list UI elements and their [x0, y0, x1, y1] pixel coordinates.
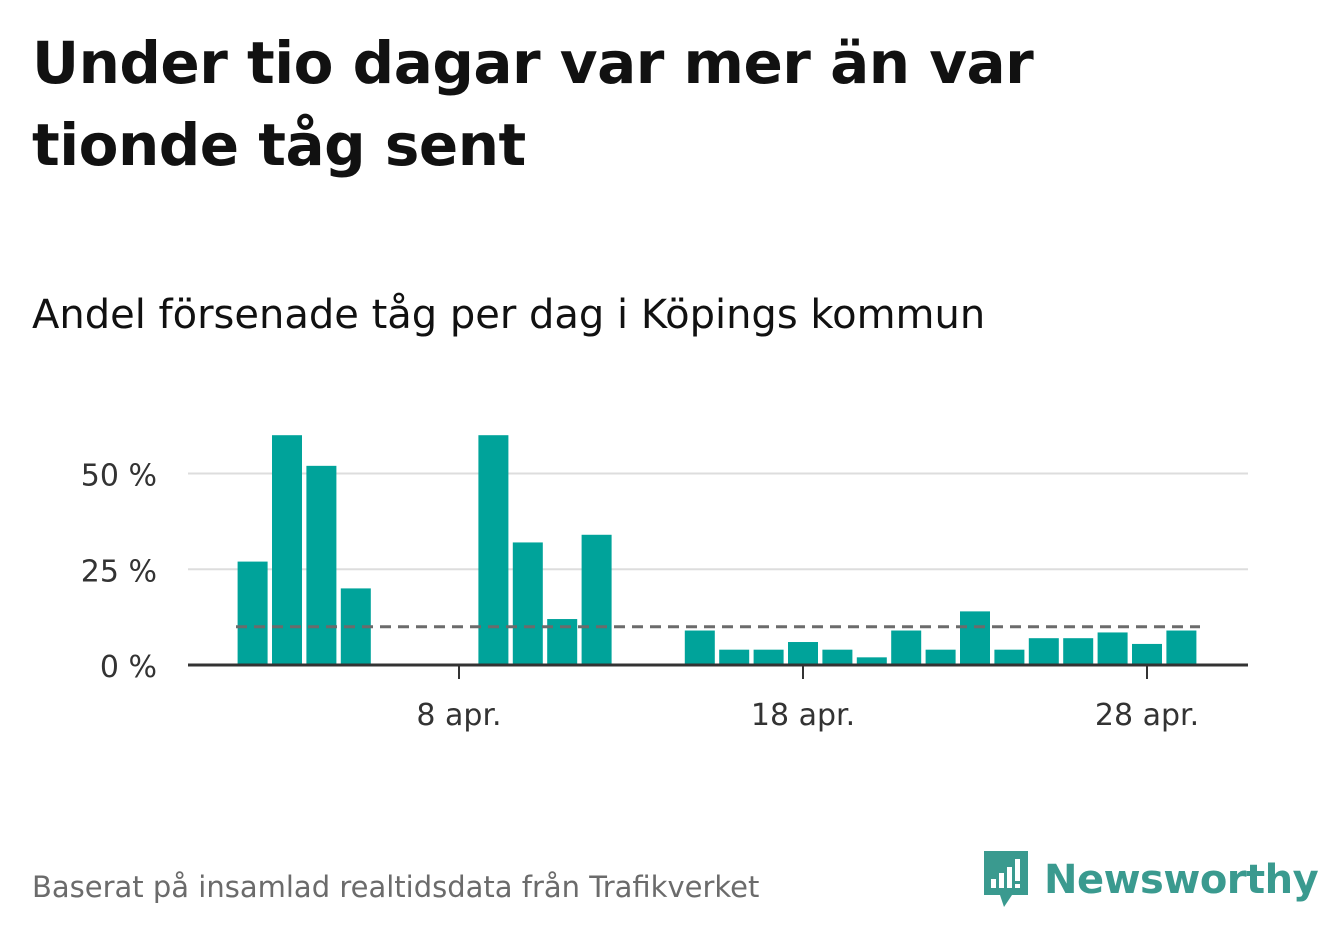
y-tick-label: 25 % — [81, 554, 157, 589]
bar-chart: 0 % 25 % 50 % 8 apr. 18 apr. 28 apr. — [81, 435, 1248, 733]
bar — [719, 649, 750, 665]
bar — [856, 657, 887, 665]
bar — [237, 561, 268, 665]
bar — [1097, 632, 1128, 665]
bar — [1063, 638, 1094, 665]
bar — [272, 435, 302, 665]
bar — [1132, 643, 1162, 665]
bar — [822, 649, 853, 665]
bar — [925, 649, 956, 665]
bar — [753, 649, 784, 665]
bar — [1166, 630, 1197, 665]
bar — [994, 649, 1025, 665]
bar — [960, 611, 990, 665]
bar — [1028, 638, 1059, 665]
x-tick-label: 28 apr. — [1095, 698, 1199, 733]
x-tick-label: 8 apr. — [416, 698, 501, 733]
bar — [478, 435, 509, 665]
brand-logo: Newsworthy — [980, 848, 1319, 912]
newsworthy-logo-icon — [984, 851, 1028, 907]
chart-subtitle: Andel försenade tåg per dag i Köpings ko… — [32, 292, 986, 338]
chart-title: Under tio dagar var mer än var tionde tå… — [32, 29, 1034, 179]
bar — [512, 542, 543, 665]
source-note: Baserat på insamlad realtidsdata från Tr… — [32, 870, 760, 904]
bar — [581, 534, 612, 665]
bar — [788, 642, 818, 665]
brand-name: Newsworthy — [1044, 857, 1319, 903]
bar — [306, 465, 337, 665]
x-tick-label: 18 apr. — [751, 698, 855, 733]
bar — [891, 630, 922, 665]
bar — [684, 630, 715, 665]
y-tick-label: 0 % — [100, 650, 157, 685]
y-tick-label: 50 % — [81, 459, 157, 494]
